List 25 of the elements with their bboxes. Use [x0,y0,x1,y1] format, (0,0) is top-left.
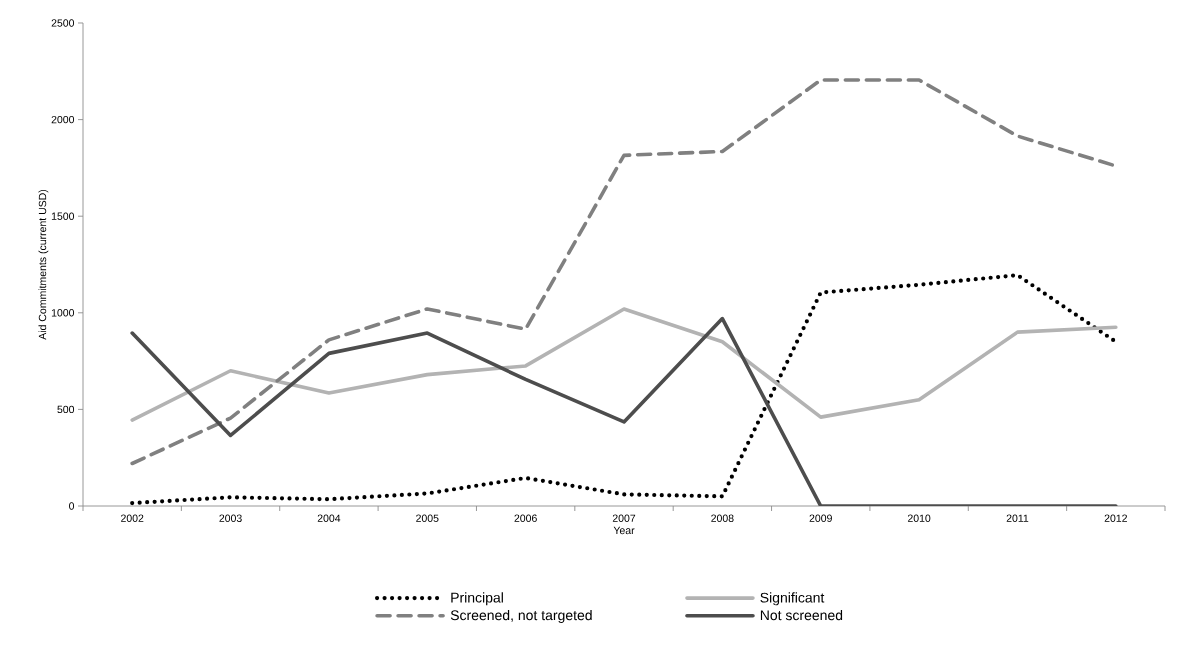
legend-label: Not screened [760,609,843,621]
y-tick-label: 0 [69,502,75,510]
legend-label: Screened, not targeted [450,609,592,623]
x-tick-label: 2006 [514,514,537,522]
legend-label: Significant [760,592,825,606]
legend-label: Principal [451,592,503,606]
x-tick-label: 2011 [1006,514,1029,522]
y-tick-label: 500 [57,405,75,414]
x-tick-label: 2004 [317,514,341,522]
x-tick-label: 2005 [416,514,439,522]
line-series [130,273,1118,506]
x-tick-label: 2003 [219,514,242,522]
y-tick-label: 1000 [51,309,75,317]
y-axis-title: Aid Commitments (current USD) [38,189,49,340]
x-tick-label: 2002 [121,514,144,522]
x-tick-label: 2007 [612,514,636,522]
x-tick-label: 2010 [907,514,931,522]
x-axis-title: Year [613,526,635,535]
y-tick-label: 2500 [51,19,75,27]
x-tick-label: 2009 [809,514,832,522]
y-tick-label: 1500 [51,212,75,220]
line-series [130,307,1118,422]
x-tick-label: 2008 [711,514,734,522]
y-tick-label: 2000 [51,115,75,124]
x-tick-label: 2012 [1104,514,1127,522]
